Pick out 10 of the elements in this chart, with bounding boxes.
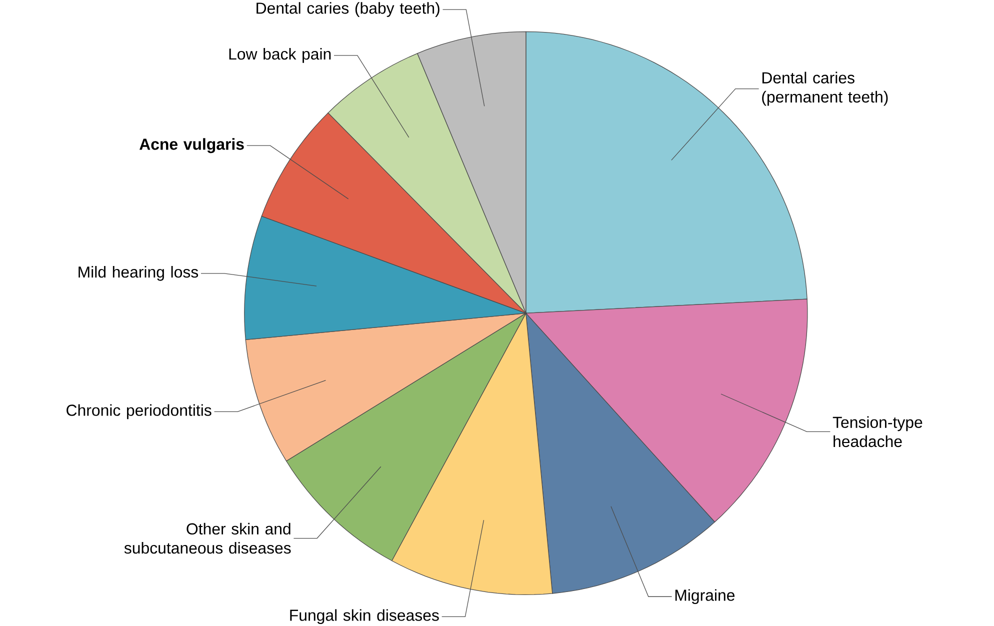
- slice-label: Chronic periodontitis: [66, 404, 212, 419]
- slice-label: Migraine: [675, 589, 735, 604]
- slice-label: Acne vulgaris: [140, 138, 244, 153]
- slice-label: Dental caries (baby teeth): [256, 2, 440, 17]
- slice-label: Mild hearing loss: [78, 266, 198, 281]
- slice-label: Dental caries (permanent teeth): [762, 72, 888, 106]
- slice-label: Low back pain: [229, 48, 331, 63]
- slice-label: Tension-type headache: [832, 416, 922, 448]
- slice-label: Other skin and subcutaneous diseases: [124, 522, 291, 554]
- slice-label: Fungal skin diseases: [290, 609, 439, 624]
